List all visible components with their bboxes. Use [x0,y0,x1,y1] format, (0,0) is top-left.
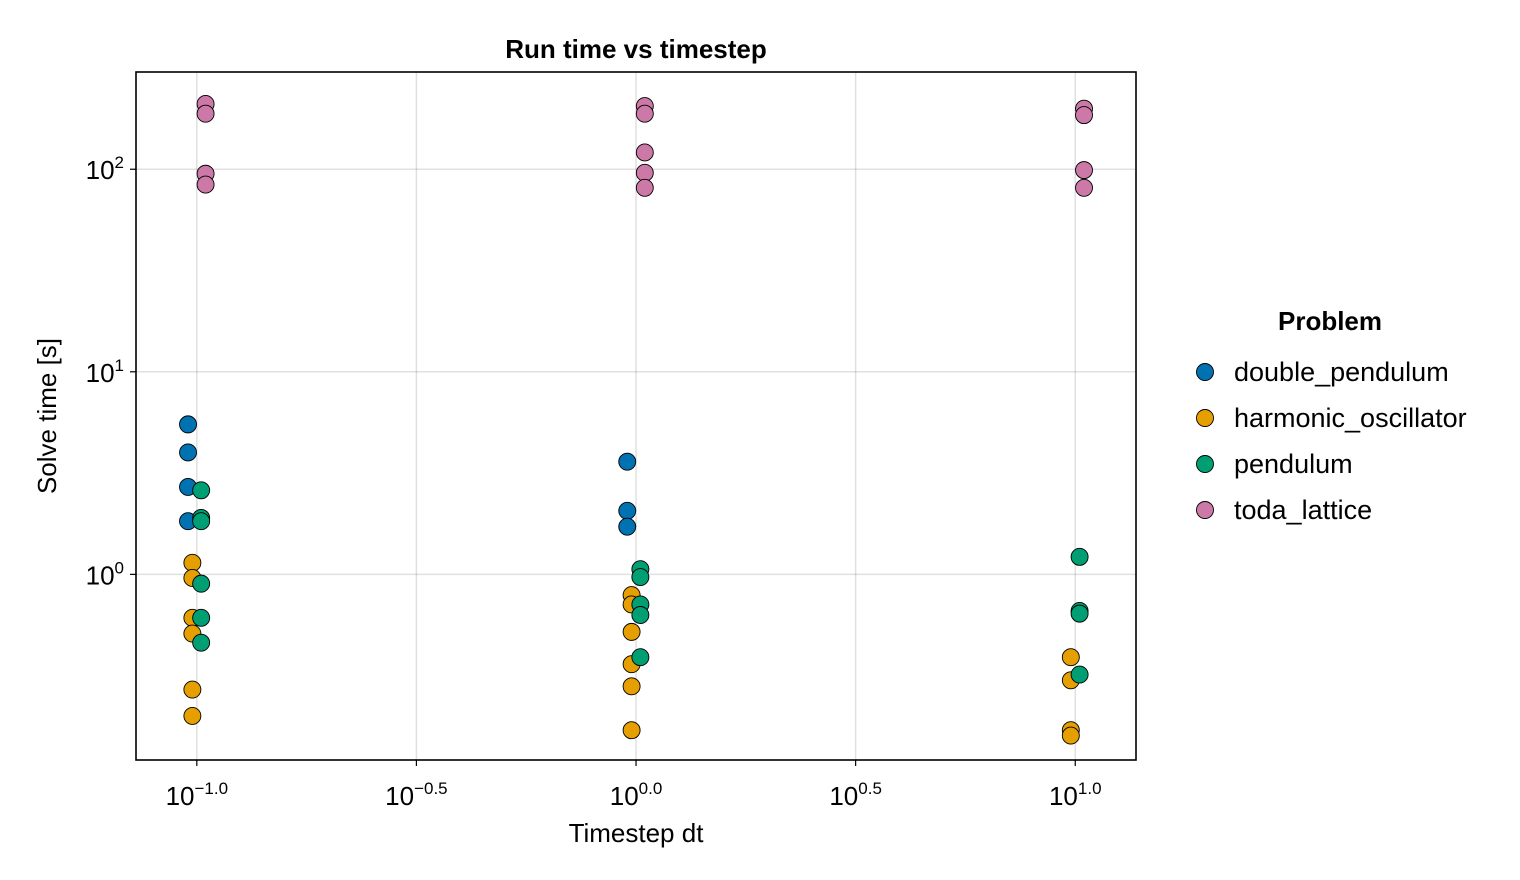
legend-item: toda_lattice [1196,495,1372,525]
legend-title: Problem [1278,306,1382,336]
legend-label: pendulum [1234,449,1353,479]
series-toda-lattice [196,95,1093,197]
data-point [635,178,654,197]
data-point [192,512,211,531]
data-point [196,104,215,123]
legend-label: toda_lattice [1234,495,1372,525]
legend-item: harmonic_oscillator [1196,403,1467,433]
data-point [192,574,211,593]
data-point [618,452,637,471]
chart-title: Run time vs timestep [505,34,767,64]
data-point [179,415,197,434]
data-point [192,481,211,500]
x-tick-label: 100.5 [829,779,882,811]
data-point [1061,726,1080,745]
data-point [179,443,197,462]
legend-items: double_pendulum harmonic_oscillatorpendul… [1196,357,1467,525]
data-points [179,95,1093,745]
data-point [635,143,654,162]
legend-item: double_pendulum [1196,357,1449,387]
legend: Problem double_pendulum harmonic_oscillat… [1196,306,1467,525]
legend-label: harmonic_oscillator [1234,403,1467,433]
x-axis-ticks: 10−1.0 10−0.5 100.0 100.5 101.0 [166,760,1102,811]
data-point [1075,178,1093,197]
series-pendulum [192,481,1089,684]
data-point [196,175,215,194]
x-tick-label: 10−0.5 [385,779,447,811]
data-point [1075,106,1093,125]
y-axis-ticks: 100 101 102 [86,153,136,590]
legend-marker [1196,409,1214,427]
data-point [618,517,637,536]
legend-marker [1196,455,1214,473]
data-point [1070,604,1089,623]
data-point [1075,161,1093,180]
legend-marker [1196,363,1214,381]
y-tick-label: 102 [86,153,124,185]
data-point [183,706,202,725]
data-point [631,568,650,586]
x-tick-label: 10−1.0 [166,779,228,811]
data-point [635,163,654,182]
data-point [622,721,641,740]
data-point [622,622,641,641]
y-axis-label: Solve time [s] [32,338,62,494]
data-point [1061,648,1080,667]
x-tick-label: 101.0 [1049,779,1102,811]
data-point [635,104,654,123]
y-tick-label: 101 [86,356,124,388]
y-tick-label: 100 [86,558,124,590]
data-point [183,553,202,572]
legend-label: double_pendulum [1234,357,1449,387]
data-point [192,633,211,652]
x-axis-label: Timestep dt [569,818,705,848]
data-point [1070,547,1089,566]
x-tick-label: 100.0 [610,779,663,811]
series-harmonic-oscillator [183,553,1080,745]
data-point [622,677,641,696]
series-double-pendulum [179,415,637,536]
data-point [192,608,211,627]
data-point [1070,665,1089,684]
legend-marker [1196,501,1214,519]
legend-item: pendulum [1196,449,1353,479]
data-point [631,606,650,624]
data-point [618,501,637,520]
data-point [183,680,202,699]
data-point [631,648,650,667]
